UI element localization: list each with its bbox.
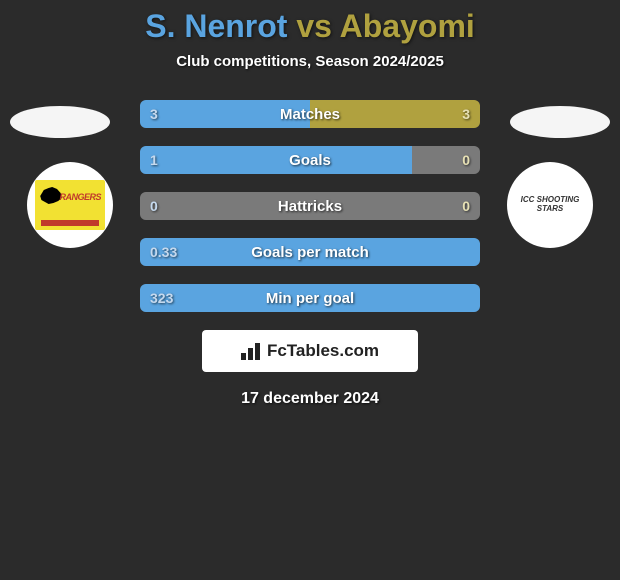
brand-badge[interactable]: FcTables.com (202, 330, 418, 372)
stat-value-b: 0 (462, 146, 470, 174)
stat-bar-a (140, 238, 480, 266)
stat-bar-b (310, 100, 480, 128)
stat-bars: Matches33Goals10Hattricks00Goals per mat… (140, 100, 480, 312)
date-text: 17 december 2024 (0, 390, 620, 408)
stat-bar-a (140, 284, 480, 312)
stat-value-b: 3 (462, 100, 470, 128)
stat-value-a: 0.33 (150, 238, 177, 266)
club-b-badge: ICC SHOOTING STARS (507, 162, 593, 248)
stat-value-b: 0 (462, 192, 470, 220)
subtitle: Club competitions, Season 2024/2025 (0, 53, 620, 70)
stat-bar-a (140, 146, 412, 174)
club-b-label: ICC SHOOTING STARS (510, 196, 590, 214)
player-a-name: S. Nenrot (145, 8, 287, 44)
player-a-avatar (10, 106, 110, 138)
page-title: S. Nenrot vs Abayomi (0, 0, 620, 45)
player-b-name: Abayomi (340, 8, 475, 44)
stat-bar-b (310, 192, 480, 220)
stat-row: Matches33 (140, 100, 480, 128)
club-b-logo: ICC SHOOTING STARS (510, 165, 590, 245)
stat-value-a: 0 (150, 192, 158, 220)
stat-row: Goals per match0.33 (140, 238, 480, 266)
stat-value-a: 3 (150, 100, 158, 128)
stat-row: Min per goal323 (140, 284, 480, 312)
brand-text: FcTables.com (267, 341, 379, 361)
stat-row: Hattricks00 (140, 192, 480, 220)
stat-bar-a (140, 100, 310, 128)
stat-value-a: 1 (150, 146, 158, 174)
player-b-avatar (510, 106, 610, 138)
club-a-logo: RANGERS (35, 180, 105, 230)
club-a-badge: RANGERS (27, 162, 113, 248)
stat-row: Goals10 (140, 146, 480, 174)
club-a-label: RANGERS (59, 192, 101, 202)
stat-bar-a (140, 192, 310, 220)
bar-chart-icon (241, 342, 263, 360)
stat-value-a: 323 (150, 284, 173, 312)
stats-area: RANGERS ICC SHOOTING STARS Matches33Goal… (0, 100, 620, 312)
vs-text: vs (296, 8, 332, 44)
club-a-stripe (41, 220, 99, 226)
